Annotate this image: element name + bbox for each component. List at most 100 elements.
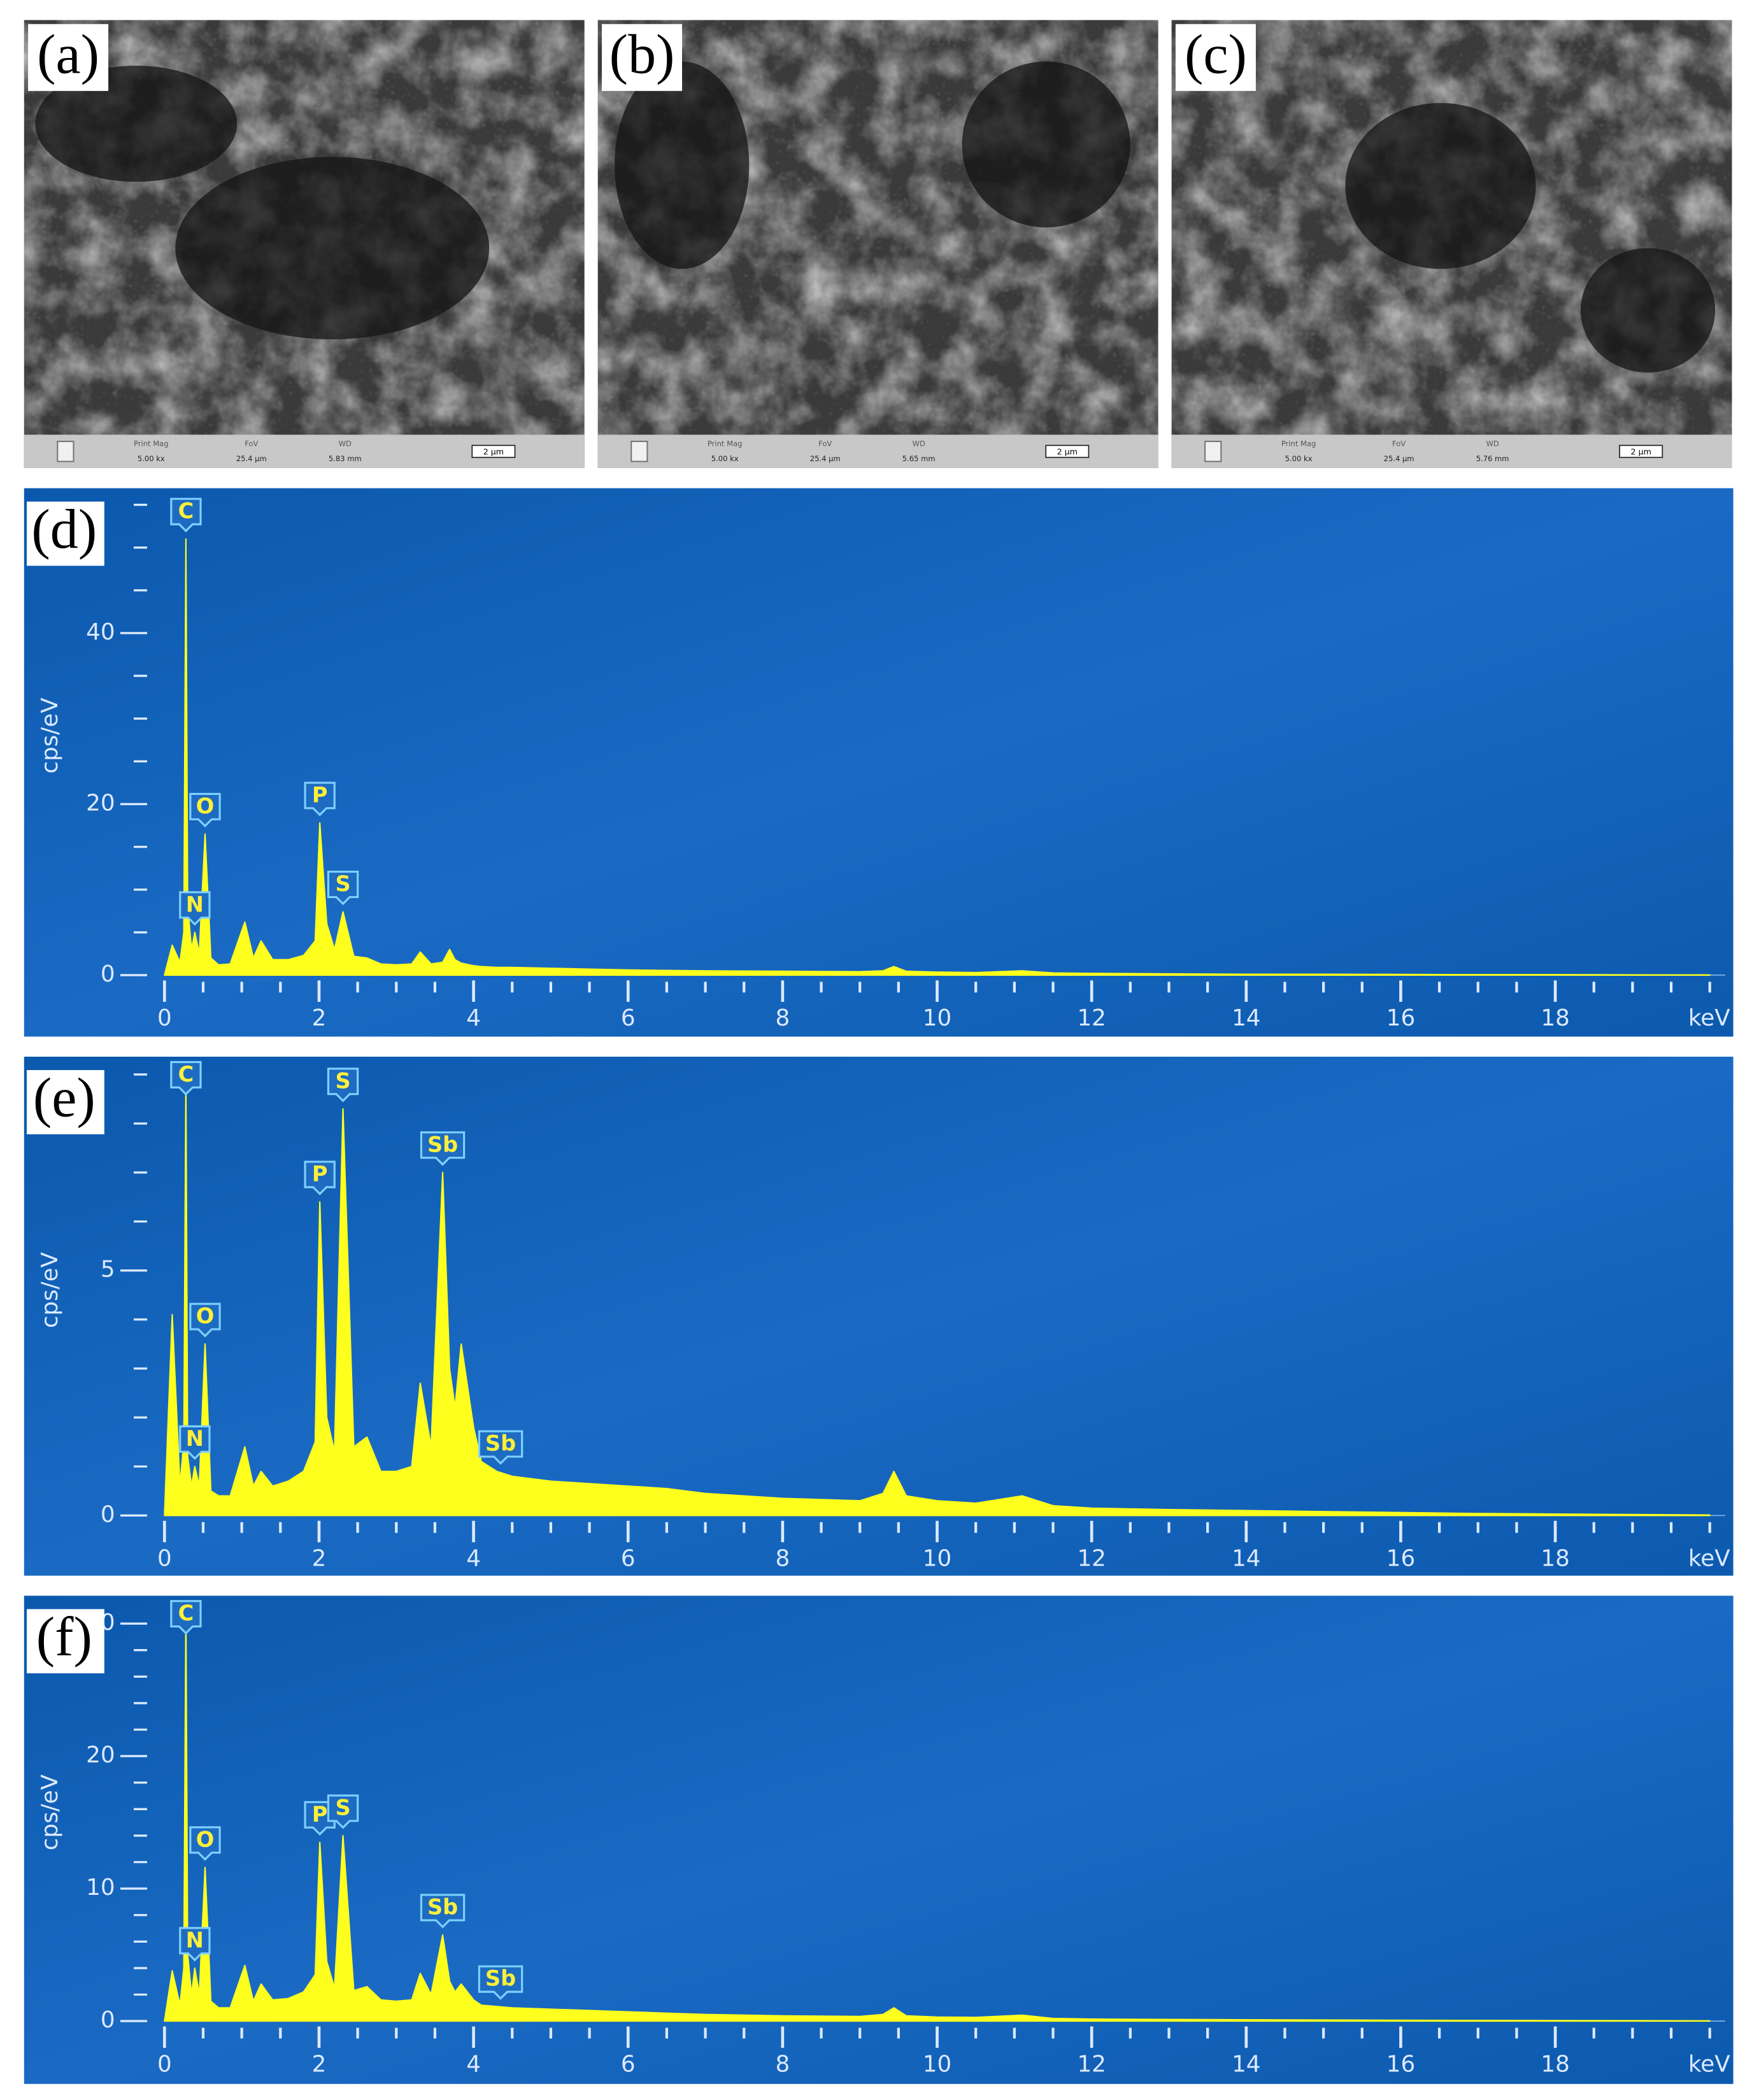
plot-background bbox=[24, 488, 1734, 1037]
x-axis-label: keV bbox=[1688, 1546, 1730, 1572]
panel-label-box bbox=[28, 24, 109, 91]
element-tag: N bbox=[179, 1425, 211, 1461]
tag-box bbox=[478, 1430, 523, 1465]
sem-scale-bar bbox=[471, 445, 516, 459]
sem-field-value: 5.83 mm bbox=[329, 454, 362, 463]
panel-label: (c) bbox=[1185, 24, 1247, 86]
x-tick-label: 2 bbox=[312, 1005, 327, 1031]
x-tick-label: 14 bbox=[1232, 1005, 1260, 1031]
sem-field-value: 25.4 µm bbox=[236, 454, 267, 463]
tag-box bbox=[170, 497, 202, 532]
element-tag: Sb bbox=[478, 1965, 523, 2000]
sem-scale-label: 2 µm bbox=[1631, 446, 1651, 456]
sem-field-label: Print Mag bbox=[708, 439, 743, 448]
y-tick-label: 10 bbox=[86, 1875, 115, 1901]
x-axis-label: keV bbox=[1688, 1005, 1730, 1031]
element-tag: O bbox=[189, 1826, 221, 1861]
eds-panel: 0 5 0 2 4 6 8 10 12 14 16 18 keV cps/eV C N O P S Sb Sb (e) bbox=[24, 1057, 1734, 1576]
y-tick-label: 0 bbox=[101, 2007, 115, 2033]
y-tick-label: 0 bbox=[101, 961, 115, 987]
x-tick-label: 10 bbox=[923, 1005, 951, 1031]
x-tick-label: 8 bbox=[776, 2051, 790, 2077]
y-tick-label: 0 bbox=[101, 1501, 115, 1527]
x-tick-label: 10 bbox=[923, 2051, 951, 2077]
tag-label: N bbox=[186, 892, 204, 917]
sem-pore bbox=[1345, 103, 1536, 269]
tag-label: N bbox=[186, 1927, 204, 1952]
y-tick-label: 5 bbox=[101, 1257, 115, 1283]
sem-scale-bar bbox=[1045, 445, 1090, 459]
spectrum bbox=[164, 1610, 1711, 2022]
x-tick-label: 16 bbox=[1386, 1546, 1415, 1572]
x-tick-label: 18 bbox=[1541, 1546, 1569, 1572]
x-tick-label: 6 bbox=[621, 2051, 636, 2077]
sem-icon bbox=[1204, 440, 1222, 462]
element-tag: S bbox=[327, 1794, 359, 1829]
panel-label: (a) bbox=[37, 24, 99, 86]
sem-field-value: 5.00 kx bbox=[138, 454, 165, 463]
sem-field-label: Print Mag bbox=[1281, 439, 1316, 448]
sem-icon bbox=[630, 440, 648, 462]
x-tick-label: 4 bbox=[466, 1546, 481, 1572]
sem-scale-label: 2 µm bbox=[1057, 446, 1078, 456]
panel-label-box bbox=[602, 24, 682, 91]
element-tag: P bbox=[304, 782, 336, 817]
tag-label: P bbox=[312, 1161, 328, 1186]
y-tick-label: 40 bbox=[86, 619, 115, 645]
tag-box bbox=[189, 792, 221, 828]
element-tag: P bbox=[304, 1161, 336, 1196]
sem-field-value: 25.4 µm bbox=[810, 454, 841, 463]
x-tick-label: 10 bbox=[923, 1546, 951, 1572]
x-tick-label: 12 bbox=[1077, 2051, 1106, 2077]
tag-box bbox=[420, 1894, 466, 1929]
spectrum bbox=[164, 538, 1711, 976]
tag-box bbox=[327, 1794, 359, 1829]
sem-field-label: WD bbox=[913, 439, 925, 448]
sem-scale-bar bbox=[1619, 445, 1663, 459]
x-tick-label: 4 bbox=[466, 2051, 481, 2077]
tag-box bbox=[179, 1425, 211, 1461]
sem-field-label: FoV bbox=[818, 439, 832, 448]
sem-scale-label: 2 µm bbox=[483, 446, 504, 456]
x-tick-label: 0 bbox=[157, 2051, 172, 2077]
panel-label: (b) bbox=[609, 24, 675, 86]
element-tag: S bbox=[327, 1068, 359, 1103]
tag-label: C bbox=[178, 1601, 194, 1625]
sem-field-value: 5.65 mm bbox=[902, 454, 936, 463]
tag-box bbox=[327, 1068, 359, 1103]
sem-pore bbox=[962, 61, 1130, 227]
tag-box bbox=[420, 1131, 466, 1166]
x-tick-label: 8 bbox=[776, 1005, 790, 1031]
x-tick-label: 12 bbox=[1077, 1005, 1106, 1031]
sem-field-value: 25.4 µm bbox=[1384, 454, 1414, 463]
x-tick-label: 16 bbox=[1386, 1005, 1415, 1031]
y-axis-label: cps/eV bbox=[37, 1774, 63, 1850]
x-axis-label: keV bbox=[1688, 2051, 1730, 2077]
sem-pore bbox=[1580, 248, 1716, 373]
sem-pore bbox=[35, 66, 238, 182]
x-tick-label: 14 bbox=[1232, 1546, 1260, 1572]
x-tick-label: 14 bbox=[1232, 2051, 1260, 2077]
x-tick-label: 2 bbox=[312, 2051, 327, 2077]
sem-field-label: WD bbox=[339, 439, 352, 448]
sem-field-value: 5.76 mm bbox=[1476, 454, 1509, 463]
x-tick-label: 18 bbox=[1541, 2051, 1569, 2077]
x-tick-label: 6 bbox=[621, 1005, 636, 1031]
x-tick-label: 8 bbox=[776, 1546, 790, 1572]
eds-panel: 0 20 40 0 2 4 6 8 10 12 14 16 18 keV cps/eV C N O P S (d) bbox=[24, 488, 1734, 1037]
sem-image: Print Mag 5.00 kx FoV 25.4 µm WD 5.83 mm 2 µm (… bbox=[24, 20, 585, 468]
element-tag: N bbox=[179, 891, 211, 926]
tag-box bbox=[170, 1061, 202, 1096]
element-tag: Sb bbox=[478, 1430, 523, 1465]
tag-box bbox=[304, 1161, 336, 1196]
tag-label: Sb bbox=[485, 1431, 516, 1456]
sem-image: Print Mag 5.00 kx FoV 25.4 µm WD 5.76 mm 2 µm (… bbox=[1171, 20, 1732, 468]
panel-label-box bbox=[27, 501, 104, 566]
element-tag: Sb bbox=[420, 1894, 466, 1929]
tag-label: S bbox=[335, 1068, 350, 1093]
sem-field-value: 5.00 kx bbox=[711, 454, 739, 463]
tag-label: C bbox=[178, 499, 194, 524]
tag-label: O bbox=[196, 1304, 215, 1329]
